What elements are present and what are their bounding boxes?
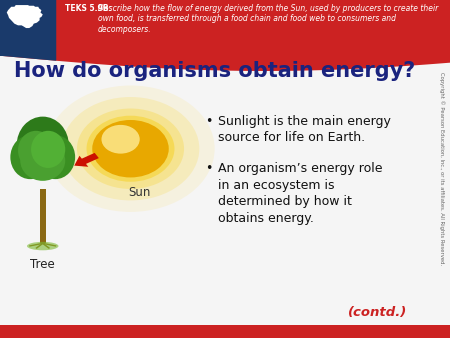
Circle shape — [77, 108, 184, 189]
FancyArrow shape — [36, 243, 43, 249]
Text: Copyright © Pearson Education, Inc., or its affiliates. All Rights Reserved.: Copyright © Pearson Education, Inc., or … — [439, 72, 445, 266]
Circle shape — [62, 97, 199, 200]
Ellipse shape — [17, 117, 69, 174]
Polygon shape — [7, 5, 43, 28]
Circle shape — [46, 86, 215, 212]
Ellipse shape — [18, 131, 54, 170]
FancyArrow shape — [74, 153, 99, 167]
Text: An organism’s energy role
in an ecosystem is
determined by how it
obtains energy: An organism’s energy role in an ecosyste… — [218, 162, 383, 224]
Text: Sun: Sun — [128, 186, 151, 199]
Ellipse shape — [36, 135, 75, 179]
Ellipse shape — [31, 131, 65, 168]
Circle shape — [101, 125, 140, 153]
Bar — [0, 0, 450, 56]
Text: •: • — [205, 115, 212, 128]
Text: •: • — [205, 162, 212, 175]
Circle shape — [86, 116, 175, 182]
FancyArrow shape — [42, 243, 57, 247]
Text: (contd.): (contd.) — [348, 307, 407, 319]
Bar — [0, 0, 56, 56]
Bar — [0, 325, 450, 338]
Text: Describe how the flow of energy derived from the Sun, used by producers to creat: Describe how the flow of energy derived … — [98, 4, 438, 34]
Ellipse shape — [10, 135, 50, 179]
Polygon shape — [0, 0, 450, 71]
FancyArrow shape — [42, 243, 50, 249]
Text: Tree: Tree — [31, 258, 55, 270]
Bar — [40, 189, 46, 243]
Circle shape — [92, 120, 169, 177]
Ellipse shape — [27, 242, 58, 250]
Text: Sunlight is the main energy
source for life on Earth.: Sunlight is the main energy source for l… — [218, 115, 391, 144]
Text: TEKS 5.9B:: TEKS 5.9B: — [65, 4, 114, 13]
Polygon shape — [0, 0, 56, 61]
FancyArrow shape — [29, 243, 43, 247]
Text: How do organisms obtain energy?: How do organisms obtain energy? — [14, 61, 415, 81]
Ellipse shape — [20, 140, 65, 181]
